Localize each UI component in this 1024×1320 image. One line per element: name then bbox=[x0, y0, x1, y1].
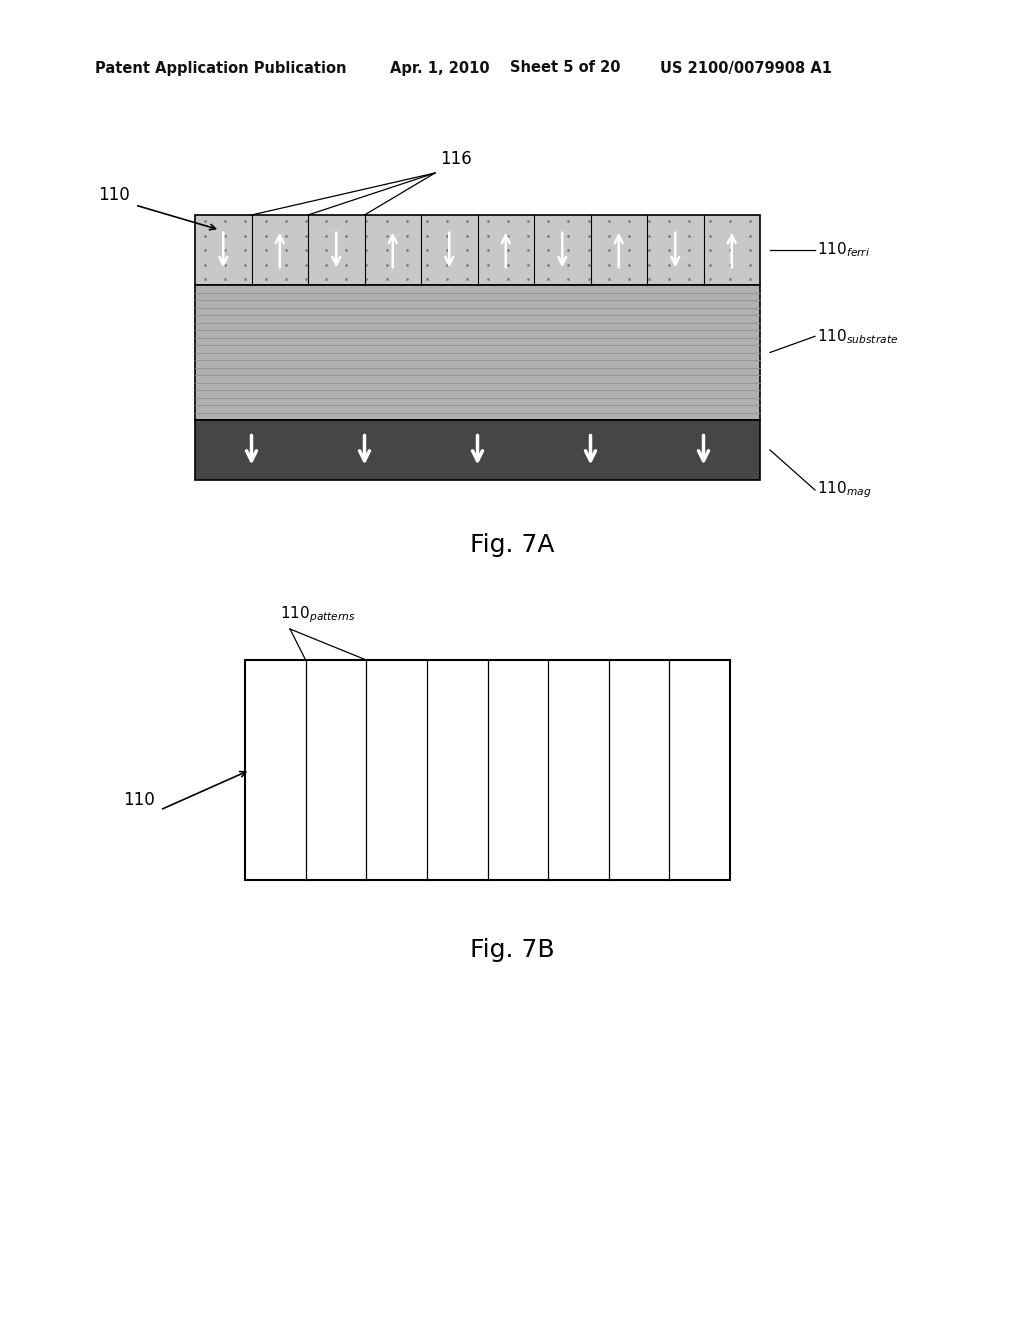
Text: $110_{substrate}$: $110_{substrate}$ bbox=[817, 327, 898, 346]
Text: Fig. 7A: Fig. 7A bbox=[470, 533, 554, 557]
Text: $110_{ferri}$: $110_{ferri}$ bbox=[817, 240, 870, 259]
Text: US 2100/0079908 A1: US 2100/0079908 A1 bbox=[660, 61, 831, 75]
Text: 110: 110 bbox=[98, 186, 130, 205]
Text: Patent Application Publication: Patent Application Publication bbox=[95, 61, 346, 75]
Bar bbox=[195, 215, 760, 285]
Text: Fig. 7B: Fig. 7B bbox=[470, 939, 554, 962]
Text: 110: 110 bbox=[123, 791, 155, 809]
Text: Apr. 1, 2010: Apr. 1, 2010 bbox=[390, 61, 489, 75]
Bar bbox=[245, 660, 730, 880]
Bar bbox=[195, 420, 760, 480]
Text: 116: 116 bbox=[440, 150, 472, 168]
Text: $110_{patterns}$: $110_{patterns}$ bbox=[280, 605, 356, 624]
Text: $110_{mag}$: $110_{mag}$ bbox=[817, 479, 871, 500]
Text: Sheet 5 of 20: Sheet 5 of 20 bbox=[510, 61, 621, 75]
Bar bbox=[195, 285, 760, 420]
